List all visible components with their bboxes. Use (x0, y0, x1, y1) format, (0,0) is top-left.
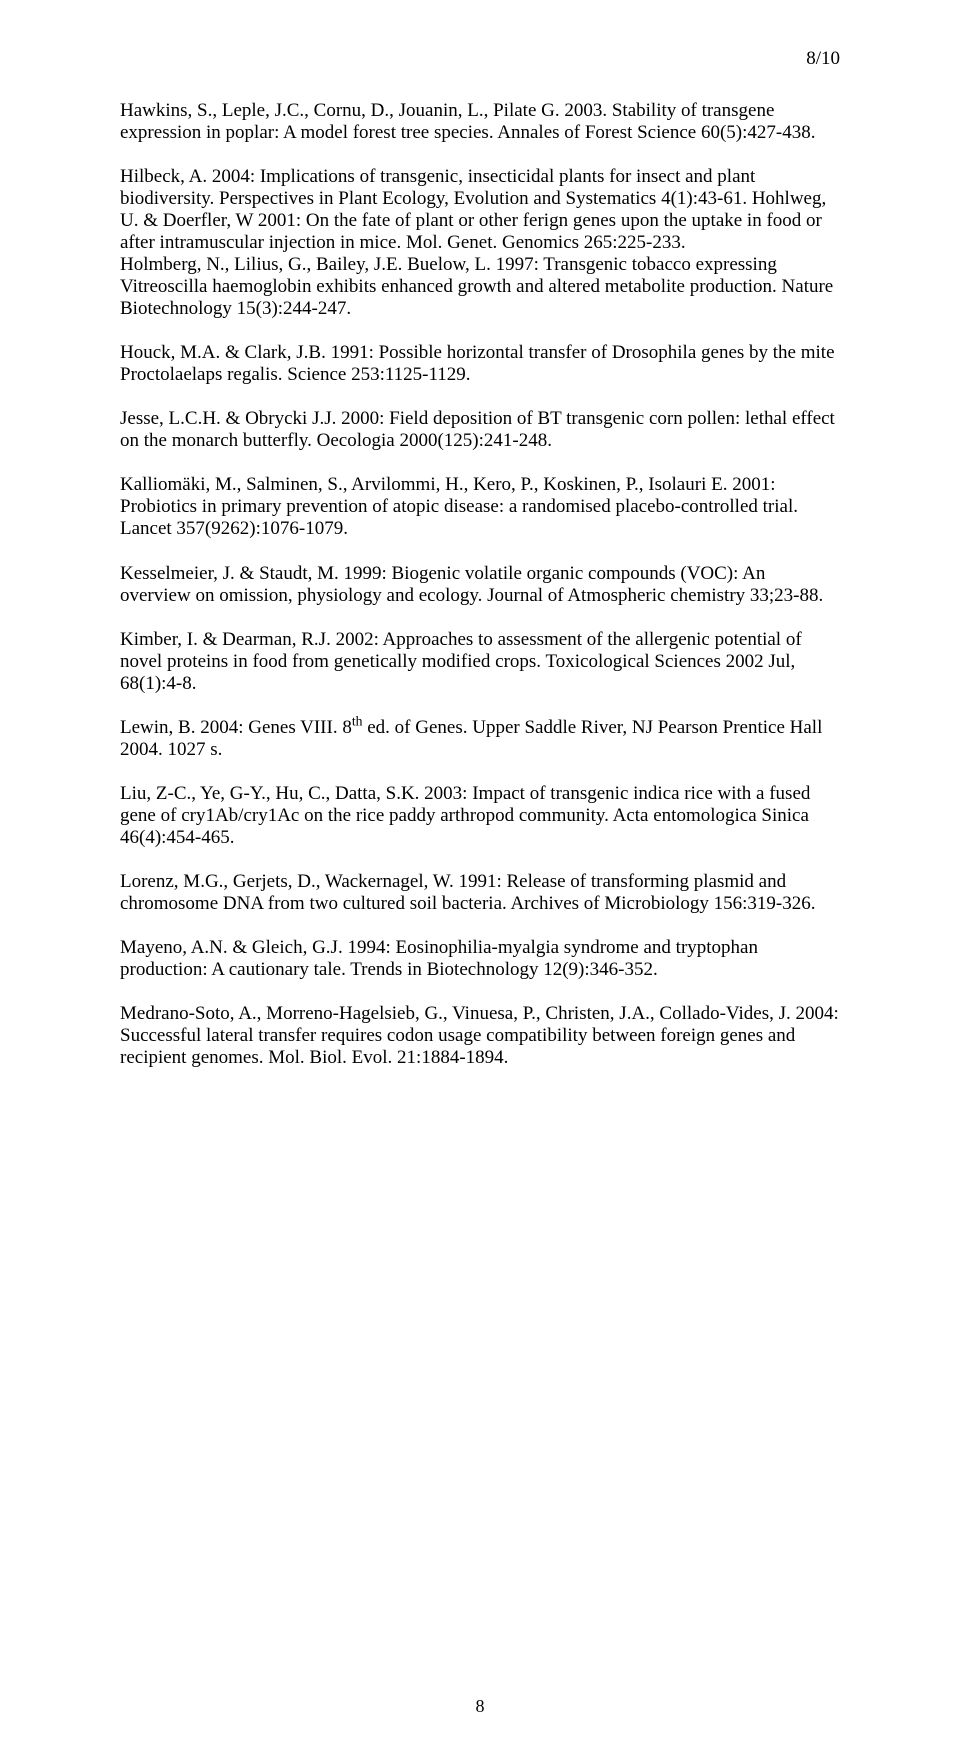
reference-paragraph: Mayeno, A.N. & Gleich, G.J. 1994: Eosino… (120, 937, 840, 981)
reference-paragraph: Medrano-Soto, A., Morreno-Hagelsieb, G.,… (120, 1003, 840, 1069)
reference-paragraph: Lorenz, M.G., Gerjets, D., Wackernagel, … (120, 871, 840, 915)
page-content: Hawkins, S., Leple, J.C., Cornu, D., Jou… (120, 100, 840, 1069)
reference-paragraph: Jesse, L.C.H. & Obrycki J.J. 2000: Field… (120, 408, 840, 452)
reference-paragraph: Kesselmeier, J. & Staudt, M. 1999: Bioge… (120, 563, 840, 607)
reference-paragraph: Kimber, I. & Dearman, R.J. 2002: Approac… (120, 629, 840, 695)
document-page: 8/10 Hawkins, S., Leple, J.C., Cornu, D.… (0, 0, 960, 1761)
reference-paragraph: Houck, M.A. & Clark, J.B. 1991: Possible… (120, 342, 840, 386)
reference-paragraph: Kalliomäki, M., Salminen, S., Arvilommi,… (120, 474, 840, 540)
reference-paragraph: Hilbeck, A. 2004: Implications of transg… (120, 166, 840, 320)
reference-paragraph: Hawkins, S., Leple, J.C., Cornu, D., Jou… (120, 100, 840, 144)
page-indicator: 8/10 (806, 48, 840, 70)
reference-paragraph: Lewin, B. 2004: Genes VIII. 8th ed. of G… (120, 717, 840, 761)
footer-page-number: 8 (476, 1696, 485, 1717)
reference-paragraph: Liu, Z-C., Ye, G-Y., Hu, C., Datta, S.K.… (120, 783, 840, 849)
